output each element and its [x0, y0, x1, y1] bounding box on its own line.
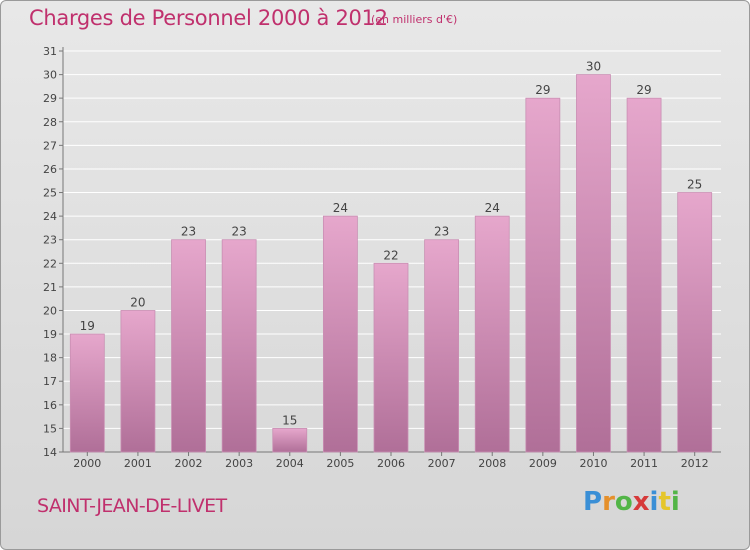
x-tick-label: 2004 [276, 457, 304, 470]
data-label: 23 [434, 225, 449, 239]
y-tick-label: 22 [43, 257, 57, 270]
y-tick-label: 26 [43, 163, 57, 176]
commune-name: SAINT-JEAN-DE-LIVET [37, 495, 227, 517]
x-tick-label: 2000 [73, 457, 101, 470]
y-tick-label: 29 [43, 92, 57, 105]
bar [474, 215, 510, 453]
data-label: 22 [383, 248, 398, 262]
data-label: 24 [333, 201, 348, 215]
x-tick-label: 2003 [225, 457, 253, 470]
y-tick-label: 31 [43, 45, 57, 58]
x-tick-label: 2008 [478, 457, 506, 470]
x-tick-label: 2011 [630, 457, 658, 470]
data-label: 25 [687, 178, 702, 192]
data-label: 29 [636, 83, 651, 97]
x-tick-label: 2005 [326, 457, 354, 470]
bar [677, 192, 713, 453]
x-tick-label: 2006 [377, 457, 405, 470]
y-tick-label: 30 [43, 69, 57, 82]
y-tick-label: 17 [43, 375, 57, 388]
bar [424, 239, 460, 453]
chart-title: Charges de Personnel 2000 à 2012 [29, 6, 388, 30]
x-tick-label: 2012 [681, 457, 709, 470]
data-label: 19 [80, 319, 95, 333]
logo-letter: i [649, 487, 659, 517]
logo-letter: o [614, 487, 633, 517]
y-tick-label: 18 [43, 352, 57, 365]
y-tick-label: 21 [43, 281, 57, 294]
logo-letter: t [658, 487, 671, 517]
data-label: 30 [586, 60, 601, 74]
y-tick-label: 19 [43, 328, 57, 341]
y-tick-label: 25 [43, 187, 57, 200]
proxiti-logo: Proxiti [583, 487, 680, 517]
data-label: 23 [232, 225, 247, 239]
y-tick-label: 28 [43, 116, 57, 129]
logo-letter: i [670, 487, 680, 517]
y-tick-label: 27 [43, 139, 57, 152]
y-tick-label: 16 [43, 399, 57, 412]
y-tick-label: 24 [43, 210, 57, 223]
data-label: 23 [181, 225, 196, 239]
bar [373, 262, 409, 453]
logo-letter: P [583, 487, 603, 517]
y-tick-label: 14 [43, 446, 57, 459]
bar [221, 239, 257, 453]
bar [322, 215, 358, 453]
bar [171, 239, 206, 453]
x-tick-label: 2001 [124, 457, 152, 470]
x-tick-label: 2007 [428, 457, 456, 470]
bar [525, 97, 561, 453]
y-tick-label: 23 [43, 234, 57, 247]
logo-letter: r [602, 487, 615, 517]
x-tick-label: 2009 [529, 457, 557, 470]
bar [576, 74, 611, 453]
logo-letter: x [632, 487, 650, 517]
bar [69, 333, 105, 453]
data-label: 15 [282, 413, 297, 427]
data-label: 20 [130, 295, 145, 309]
bar [120, 310, 156, 453]
data-label: 24 [485, 201, 500, 215]
y-tick-label: 15 [43, 422, 57, 435]
y-tick-label: 20 [43, 304, 57, 317]
x-tick-label: 2010 [579, 457, 607, 470]
bar [626, 97, 662, 453]
x-tick-label: 2002 [175, 457, 203, 470]
data-label: 29 [535, 83, 550, 97]
chart-subtitle: (en milliers d'€) [371, 13, 458, 26]
bar [272, 428, 308, 453]
